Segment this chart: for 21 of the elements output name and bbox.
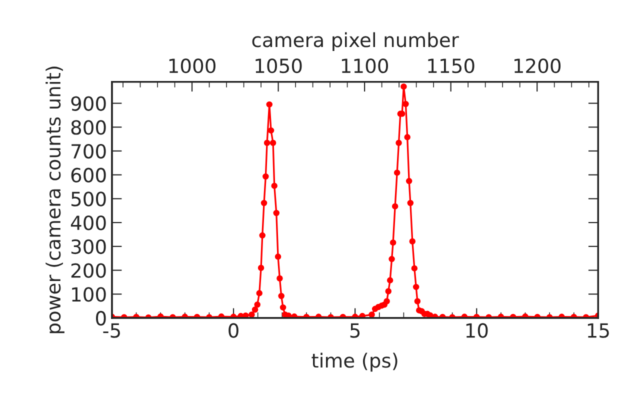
x-tick-label: 15 <box>588 323 609 338</box>
x-tick-label: 0 <box>228 323 238 338</box>
x-axis-title: time (ps) <box>312 352 398 372</box>
y-tick-label: 300 <box>71 239 106 254</box>
x2-tick-label: 1200 <box>514 58 561 74</box>
y-axis-title: power (camera counts unit) <box>46 66 64 334</box>
y-tick-label: 500 <box>71 192 106 206</box>
y-tick-label: 700 <box>72 144 106 159</box>
x2-tick-label: 1150 <box>428 58 474 74</box>
x-tick-label: 10 <box>466 323 488 338</box>
y-tick-label: 400 <box>70 216 106 230</box>
x2-tick-label: 1000 <box>169 58 216 74</box>
x-tick-label: 5 <box>350 323 360 338</box>
x2-tick-label: 1050 <box>256 58 302 74</box>
y-tick-label: 200 <box>71 263 106 278</box>
y-tick-label: 100 <box>72 287 106 302</box>
y-tick-label: 600 <box>71 168 106 183</box>
y-tick-label: 800 <box>71 120 106 135</box>
x2-axis-title: camera pixel number <box>252 32 459 52</box>
y-tick-label: 900 <box>71 96 106 111</box>
x2-tick-label: 1100 <box>342 58 388 74</box>
